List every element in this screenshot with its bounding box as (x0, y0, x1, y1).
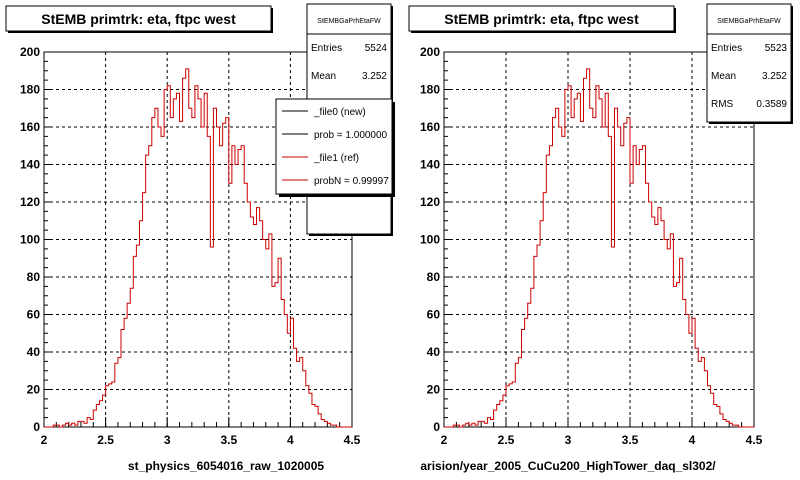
y-tick-label: 20 (427, 383, 441, 397)
title-box (408, 5, 675, 32)
y-tick-label: 60 (27, 308, 41, 322)
x-tick-label: 3 (164, 433, 171, 447)
stats-box (706, 3, 792, 123)
y-tick-label: 160 (20, 120, 40, 134)
stats-value: 0.3589 (756, 99, 787, 110)
stats-value: 3.252 (762, 71, 787, 82)
stats-label: Mean (711, 71, 736, 82)
x-axis-label: arision/year_2005_CuCu200_HighTower_daq_… (420, 459, 716, 473)
stats-value: 3.252 (362, 71, 387, 82)
y-tick-label: 140 (20, 158, 40, 172)
histogram-panel-1: 0 20 40 60 80 100 120 140 160 180 200 2 2.5 3 3.5 4 4.5 S… (5, 3, 395, 473)
y-tick-label: 0 (33, 420, 40, 434)
legend-box (275, 98, 393, 195)
histogram-series-line (444, 68, 754, 428)
x-tick-label: 3.5 (220, 433, 237, 447)
stats-label: RMS (711, 99, 734, 110)
legend-entry: _file1 (ref) (313, 153, 359, 164)
stats-value: 5524 (365, 43, 388, 54)
y-tick-label: 180 (420, 83, 440, 97)
y-tick-label: 140 (420, 158, 440, 172)
y-tick-label: 200 (420, 45, 440, 59)
y-tick-label: 80 (427, 270, 441, 284)
chart-title: StEMB primtrk: eta, ftpc west (41, 11, 236, 27)
x-tick-label: 2 (41, 433, 48, 447)
stats-name: StEMBGaPrhEtaFW (317, 18, 381, 25)
x-tick-label: 3 (565, 433, 572, 447)
y-tick-label: 160 (420, 120, 440, 134)
legend-entry: probN = 0.99997 (314, 176, 389, 187)
histogram-panel-2: 0 20 40 60 80 100 120 140 160 180 200 2 2.5 3 3.5 4 4.5 S… (408, 3, 793, 473)
y-tick-label: 0 (433, 420, 440, 434)
y-tick-label: 100 (20, 233, 40, 247)
stats-value: 5523 (765, 43, 788, 54)
x-tick-label: 4 (689, 433, 696, 447)
x-tick-label: 4.5 (344, 433, 361, 447)
stats-label: Entries (311, 43, 342, 54)
y-tick-label: 40 (27, 345, 41, 359)
y-tick-label: 60 (427, 308, 441, 322)
chart-title: StEMB primtrk: eta, ftpc west (444, 11, 639, 27)
x-tick-label: 4.5 (746, 433, 763, 447)
stats-label: Mean (311, 71, 336, 82)
y-tick-label: 120 (20, 195, 40, 209)
y-tick-label: 20 (27, 383, 41, 397)
stats-name: StEMBGaPrhEtaFW (717, 18, 781, 25)
x-tick-label: 4 (287, 433, 294, 447)
y-tick-label: 120 (420, 195, 440, 209)
y-tick-label: 100 (420, 233, 440, 247)
x-tick-label: 2.5 (498, 433, 515, 447)
legend-entry: prob = 1.000000 (314, 130, 388, 141)
y-tick-label: 200 (20, 45, 40, 59)
y-tick-label: 80 (27, 270, 41, 284)
title-box (5, 5, 272, 32)
histogram-series-line (44, 68, 352, 428)
x-tick-label: 3.5 (622, 433, 639, 447)
legend-entry: _file0 (new) (313, 107, 366, 118)
y-tick-label: 180 (20, 83, 40, 97)
stats-label: Entries (711, 43, 742, 54)
y-tick-label: 40 (427, 345, 441, 359)
x-axis-label: st_physics_6054016_raw_1020005 (128, 459, 324, 473)
x-tick-label: 2.5 (97, 433, 114, 447)
x-tick-label: 2 (441, 433, 448, 447)
